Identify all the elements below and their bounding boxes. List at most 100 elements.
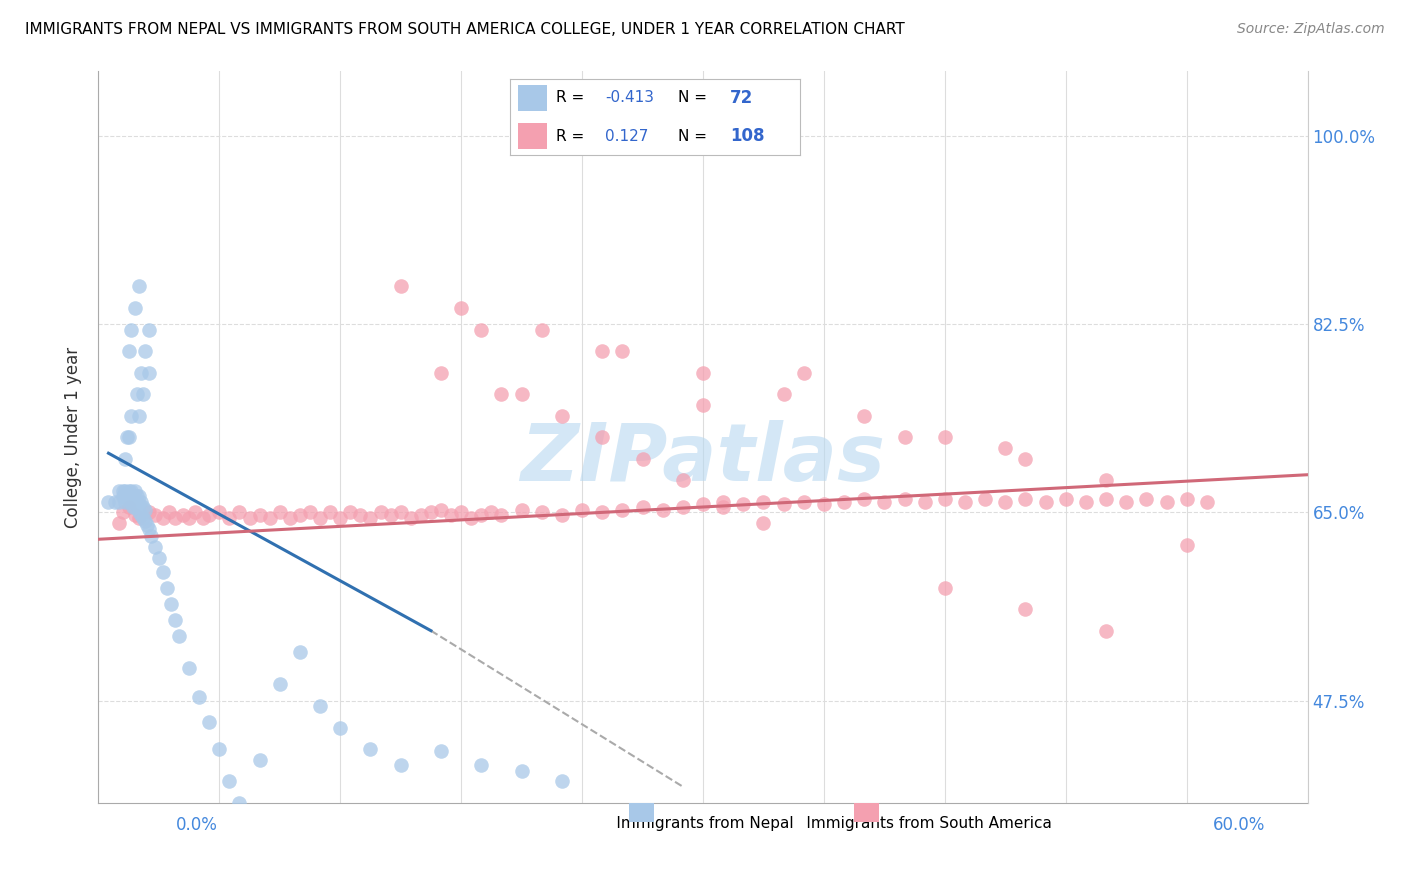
Point	[1095, 492, 1118, 507]
Point	[132, 387, 155, 401]
Point	[551, 409, 574, 423]
Y-axis label: College, Under 1 year: College, Under 1 year	[65, 346, 83, 528]
Point	[138, 521, 160, 535]
Point	[152, 510, 174, 524]
Point	[129, 366, 152, 380]
Text: 0.0%: 0.0%	[176, 816, 218, 834]
Point	[111, 483, 134, 498]
Point	[128, 279, 150, 293]
Point	[389, 758, 412, 772]
Point	[134, 344, 156, 359]
Point	[1014, 451, 1036, 466]
Point	[128, 505, 150, 519]
Point	[510, 764, 533, 778]
Point	[128, 497, 150, 511]
Text: Immigrants from South America: Immigrants from South America	[783, 816, 1052, 831]
Point	[1074, 494, 1097, 508]
Point	[118, 494, 141, 508]
Point	[118, 489, 141, 503]
Point	[420, 505, 443, 519]
Point	[832, 494, 855, 508]
Point	[103, 494, 125, 508]
Point	[309, 510, 332, 524]
Point	[288, 508, 311, 522]
Point	[139, 529, 162, 543]
Point	[530, 505, 553, 519]
Point	[399, 510, 422, 524]
Point	[1175, 492, 1198, 507]
Point	[470, 322, 492, 336]
Point	[994, 441, 1017, 455]
Point	[148, 550, 170, 565]
Point	[152, 565, 174, 579]
Point	[389, 279, 412, 293]
Point	[994, 494, 1017, 508]
Point	[143, 508, 166, 522]
Point	[114, 494, 136, 508]
Point	[793, 494, 815, 508]
Point	[934, 492, 956, 507]
Point	[974, 492, 997, 507]
Text: ZIPatlas: ZIPatlas	[520, 420, 886, 498]
Point	[873, 494, 896, 508]
Point	[631, 451, 654, 466]
Point	[218, 510, 240, 524]
Point	[813, 497, 835, 511]
Point	[172, 508, 194, 522]
Point	[692, 497, 714, 511]
Point	[115, 430, 138, 444]
Point	[329, 510, 352, 524]
Point	[299, 505, 322, 519]
Point	[134, 503, 156, 517]
Point	[711, 494, 734, 508]
Point	[278, 510, 301, 524]
Point	[1156, 494, 1178, 508]
Point	[450, 505, 472, 519]
Point	[107, 483, 129, 498]
Point	[1135, 492, 1157, 507]
Point	[692, 366, 714, 380]
Point	[134, 514, 156, 528]
Point	[163, 510, 186, 524]
Point	[129, 508, 152, 522]
Point	[470, 508, 492, 522]
Point	[120, 322, 142, 336]
Point	[591, 430, 613, 444]
Point	[198, 715, 221, 730]
Point	[121, 489, 143, 503]
Point	[349, 508, 371, 522]
Point	[228, 505, 250, 519]
Point	[1195, 494, 1218, 508]
Point	[510, 387, 533, 401]
Point	[1035, 494, 1057, 508]
Point	[118, 430, 141, 444]
Point	[631, 500, 654, 514]
Point	[179, 661, 201, 675]
Point	[132, 500, 155, 514]
Point	[360, 510, 382, 524]
Point	[193, 510, 215, 524]
Text: Immigrants from Nepal: Immigrants from Nepal	[592, 816, 793, 831]
Point	[772, 497, 794, 511]
Text: 60.0%: 60.0%	[1213, 816, 1265, 834]
Point	[711, 500, 734, 514]
Point	[793, 366, 815, 380]
Point	[138, 505, 160, 519]
Point	[772, 387, 794, 401]
Point	[360, 742, 382, 756]
Point	[591, 344, 613, 359]
Point	[120, 494, 142, 508]
Point	[132, 510, 155, 524]
Point	[481, 505, 503, 519]
Point	[934, 430, 956, 444]
Point	[156, 581, 179, 595]
Point	[430, 366, 453, 380]
Point	[208, 742, 231, 756]
Point	[1095, 624, 1118, 638]
Point	[111, 489, 134, 503]
Point	[914, 494, 936, 508]
Point	[672, 473, 695, 487]
Point	[114, 451, 136, 466]
Point	[470, 758, 492, 772]
Point	[107, 494, 129, 508]
